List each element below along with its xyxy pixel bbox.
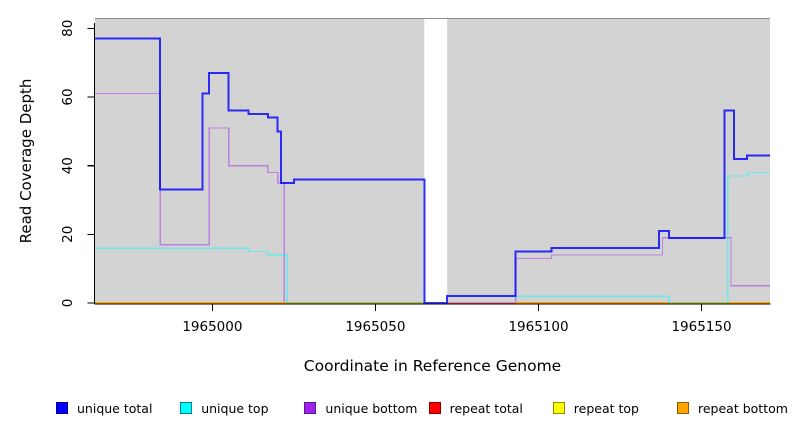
x-axis-title: Coordinate in Reference Genome bbox=[303, 357, 562, 375]
y-tick-label: 20 bbox=[60, 226, 76, 243]
plot-panel-right bbox=[447, 18, 770, 303]
plot-panel-left bbox=[95, 18, 425, 303]
y-tick-label: 60 bbox=[60, 88, 76, 105]
y-tick-label: 80 bbox=[60, 20, 76, 37]
x-tick-label: 1965100 bbox=[508, 319, 568, 335]
series-unique-top bbox=[515, 171, 770, 304]
x-tick-label: 1965000 bbox=[182, 319, 242, 335]
y-tick-label: 40 bbox=[60, 157, 76, 174]
x-tick-label: 1965150 bbox=[671, 319, 731, 335]
y-axis-title: Read Coverage Depth bbox=[17, 78, 35, 244]
series-unique-top bbox=[95, 247, 425, 304]
y-tick-label: 0 bbox=[60, 299, 76, 308]
x-tick-label: 1965050 bbox=[345, 319, 405, 335]
series-unique-total bbox=[95, 37, 770, 304]
